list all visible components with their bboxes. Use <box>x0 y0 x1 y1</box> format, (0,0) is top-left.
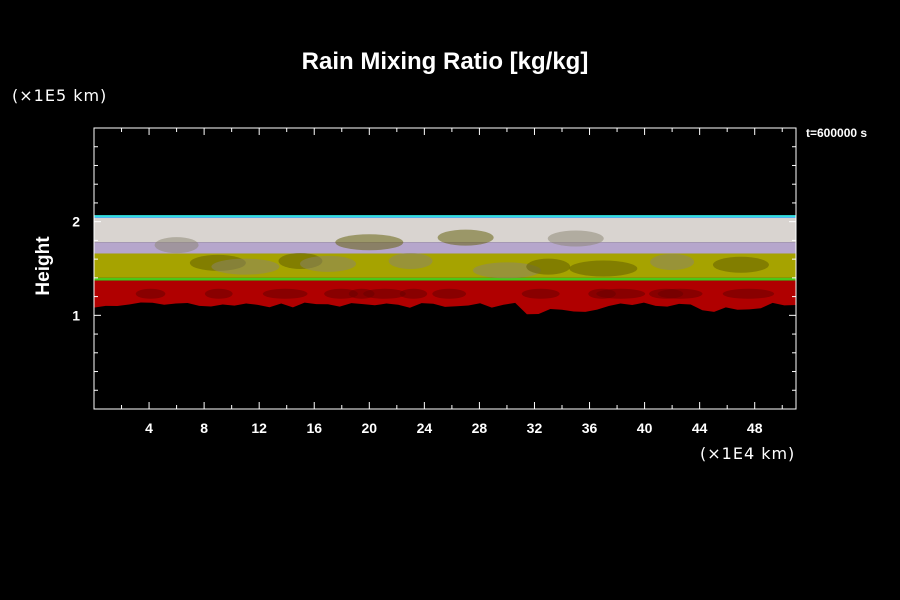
cloud-shade <box>335 234 404 251</box>
cloud-shade <box>300 255 356 272</box>
red-shade <box>588 288 616 299</box>
cloud-shade <box>472 262 541 279</box>
red-shade <box>324 288 358 299</box>
red-shade <box>135 288 166 299</box>
cloud-shade <box>388 253 433 270</box>
x-tick-label: 44 <box>692 420 708 436</box>
x-axis-unit-label: (×1E4 km) <box>700 444 796 463</box>
x-tick-label: 12 <box>251 420 267 436</box>
band-lavender <box>94 242 796 254</box>
x-tick-label: 28 <box>472 420 488 436</box>
cloud-shade <box>547 230 604 247</box>
red-shade <box>399 288 428 299</box>
x-tick-label: 8 <box>200 420 208 436</box>
red-shade <box>432 288 467 299</box>
red-shade <box>363 288 406 299</box>
band-top <box>94 215 796 218</box>
plot-frame <box>93 127 797 410</box>
x-tick-label: 4 <box>145 420 153 436</box>
red-shade <box>722 288 775 299</box>
x-tick-label: 40 <box>637 420 653 436</box>
x-tick-label: 48 <box>747 420 763 436</box>
time-label: t=600000 s <box>806 126 868 140</box>
red-shade <box>262 288 308 299</box>
red-shade <box>521 288 560 299</box>
y-axis-unit-label: (×1E5 km) <box>12 86 108 105</box>
x-tick-label: 24 <box>417 420 433 436</box>
x-tick-label: 20 <box>362 420 378 436</box>
cloud-shade <box>154 237 199 254</box>
y-tick-label: 1 <box>72 307 80 323</box>
x-tick-label: 32 <box>527 420 543 436</box>
red-shade <box>657 288 703 299</box>
field-layer <box>94 215 796 315</box>
y-tick-label: 2 <box>72 214 80 230</box>
cloud-shade <box>437 229 494 246</box>
cloud-shade <box>569 260 638 277</box>
cloud-shade <box>526 258 571 275</box>
chart-title: Rain Mixing Ratio [kg/kg] <box>301 48 589 75</box>
cloud-shade <box>650 253 695 270</box>
x-tick-label: 16 <box>306 420 322 436</box>
cloud-shade <box>712 256 769 273</box>
x-tick-label: 36 <box>582 420 598 436</box>
band-green-edge <box>94 277 796 281</box>
red-shade <box>204 288 233 299</box>
cloud-shade <box>211 258 280 275</box>
